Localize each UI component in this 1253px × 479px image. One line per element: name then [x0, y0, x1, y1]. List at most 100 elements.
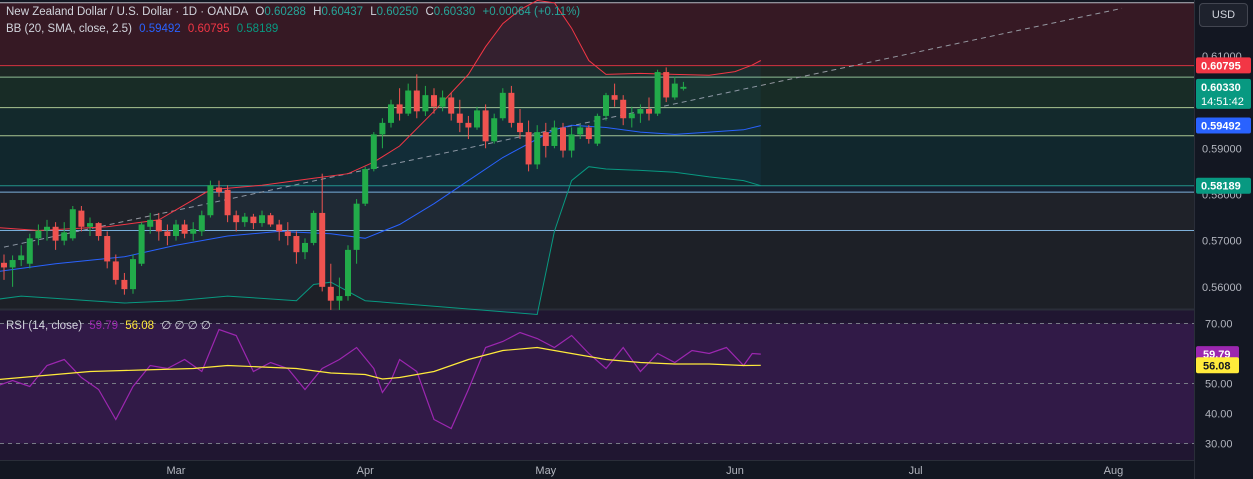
candle-body — [121, 279, 128, 290]
bb-legend: BB (20, SMA, close, 2.5) 0.59492 0.60795… — [6, 23, 282, 35]
price-zone — [0, 185, 1194, 193]
candle-body — [78, 210, 85, 227]
candle-body — [224, 189, 231, 216]
bb-upper-value: 0.60795 — [187, 23, 230, 35]
price-zone — [0, 2, 1194, 66]
candle-body — [155, 219, 162, 232]
candle-body — [448, 97, 455, 114]
rsi-extra-values: ∅ ∅ ∅ ∅ — [161, 320, 211, 332]
candle-body — [577, 127, 584, 135]
candle-body — [259, 215, 265, 224]
candle-body — [44, 226, 50, 231]
candle-body — [628, 113, 635, 119]
price-badge-label: 0.60330 — [1201, 82, 1241, 94]
candle-body — [302, 242, 308, 253]
candle-body — [560, 127, 566, 151]
candle-body — [585, 127, 592, 140]
candle-body — [594, 115, 601, 144]
symbol-legend: New Zealand Dollar / U.S. Dollar · 1D · … — [6, 6, 584, 18]
time-tick-label: May — [535, 465, 556, 477]
candle-body — [482, 110, 489, 142]
price-badge — [1196, 78, 1251, 109]
bb-lower-badge-label: 0.58189 — [1201, 181, 1241, 193]
candle-body — [370, 134, 377, 170]
price-zone — [0, 230, 1194, 309]
rsi-line — [0, 328, 761, 430]
candle-body — [104, 236, 111, 262]
candle-body — [474, 110, 480, 128]
candle-body — [345, 249, 351, 297]
candle-body — [499, 92, 506, 119]
high-label: H0.60437 — [313, 6, 364, 18]
candle-body — [1, 262, 7, 268]
candle-body — [396, 104, 403, 114]
candle-body — [327, 286, 334, 301]
candle-body — [293, 236, 300, 253]
rsi-ma-line — [0, 346, 761, 380]
candle-body — [138, 224, 145, 264]
rsi-tick-label: 70.00 — [1205, 319, 1233, 331]
time-tick-label: Jul — [909, 465, 923, 477]
candle-body — [439, 97, 446, 107]
candle-body — [353, 203, 360, 250]
bb-name: BB (20, SMA, close, 2.5) — [6, 23, 132, 35]
candle-body — [671, 83, 678, 98]
rsi-ma-value: 56.08 — [125, 320, 155, 332]
candle-body — [611, 95, 618, 100]
time-tick-label: Apr — [357, 465, 374, 477]
price-badge-countdown: 14:51:42 — [1201, 96, 1244, 108]
bb-lower-value: 0.58189 — [236, 23, 279, 35]
candle-body — [465, 122, 472, 128]
open-label: O0.60288 — [255, 6, 306, 18]
low-label: L0.60250 — [370, 6, 419, 18]
rsi-legend: RSI (14, close) 59.79 56.08 ∅ ∅ ∅ ∅ — [6, 318, 215, 332]
bb-basis-line — [0, 124, 761, 272]
candle-body — [276, 224, 283, 232]
candle-body — [319, 212, 326, 287]
time-tick-label: Mar — [167, 465, 186, 477]
time-tick-label: Aug — [1104, 465, 1124, 477]
candle-body — [603, 95, 609, 116]
candle-body — [87, 223, 93, 227]
candle-body — [26, 238, 33, 264]
candle-body — [207, 185, 214, 216]
price-tick-label: 0.57000 — [1202, 236, 1242, 248]
candle-body — [534, 132, 541, 165]
candle-body — [164, 231, 171, 237]
candle-body — [456, 113, 463, 123]
price-tick-label: 0.56000 — [1202, 282, 1242, 294]
candle-body — [233, 215, 240, 223]
currency-button[interactable]: USD — [1199, 3, 1248, 27]
candles — [1, 67, 687, 310]
candle-body — [525, 132, 532, 165]
candle-body — [422, 95, 429, 112]
price-tick-label: 0.59000 — [1202, 143, 1242, 155]
candle-body — [18, 255, 25, 261]
candle-body — [250, 216, 257, 224]
candle-body — [310, 212, 317, 243]
candle-body — [663, 72, 670, 98]
rsi-name: RSI (14, close) — [6, 320, 83, 332]
rsi-ma-badge — [1196, 357, 1239, 374]
candle-body — [491, 118, 498, 142]
bb-upper-badge-label: 0.60795 — [1201, 60, 1241, 72]
time-tick-label: Jun — [726, 465, 744, 477]
candle-body — [362, 169, 369, 204]
candle-body — [637, 109, 644, 114]
price-zone — [0, 77, 1194, 108]
candle-body — [95, 223, 102, 237]
candle-body — [646, 109, 652, 114]
candle-body — [198, 215, 205, 232]
candle-body — [405, 90, 412, 114]
symbol-title: New Zealand Dollar / U.S. Dollar · 1D · … — [6, 6, 249, 18]
price-zone — [0, 65, 1194, 78]
candle-body — [35, 230, 42, 239]
axes: 0.620000.610000.590000.580000.570000.560… — [167, 0, 1253, 479]
change-value: +0.00064 (+0.11%) — [482, 6, 581, 18]
bb-upper-badge — [1196, 57, 1251, 74]
bb-lower-badge — [1196, 177, 1251, 194]
candle-body — [284, 231, 291, 237]
candle-body — [551, 127, 558, 146]
